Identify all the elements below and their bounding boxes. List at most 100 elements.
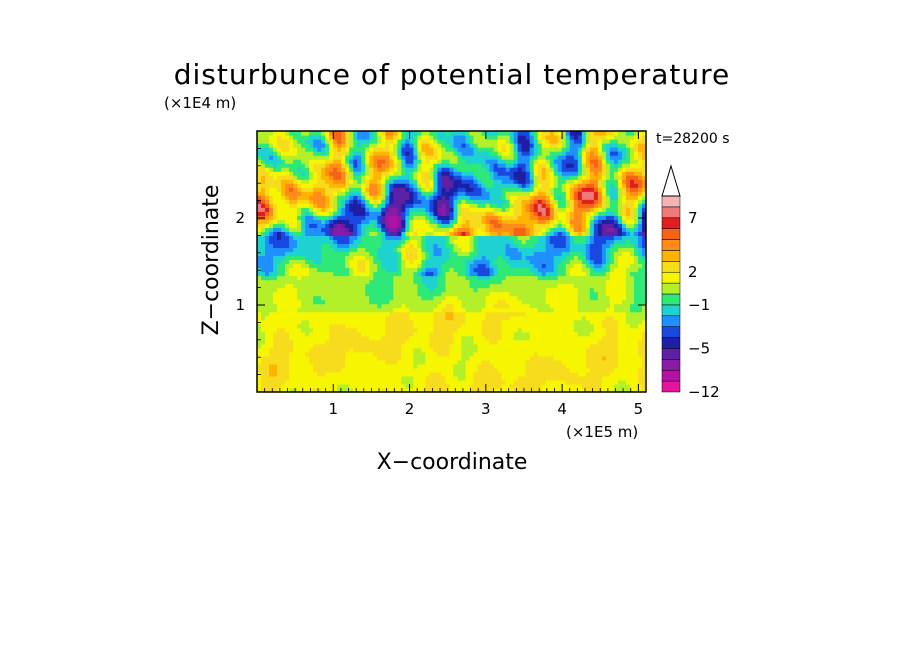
- contour-cell: [549, 207, 555, 212]
- contour-cell: [373, 235, 378, 241]
- contour-cell: [433, 231, 439, 236]
- contour-cell: [317, 299, 322, 305]
- contour-cell: [357, 179, 362, 184]
- contour-cell: [501, 355, 507, 361]
- contour-cell: [553, 147, 559, 152]
- contour-cell: [445, 307, 451, 313]
- contour-cell: [329, 351, 334, 357]
- contour-cell: [437, 231, 443, 236]
- contour-cell: [261, 251, 266, 257]
- contour-cell: [313, 255, 318, 261]
- contour-cell: [333, 223, 338, 228]
- contour-cell: [349, 339, 354, 345]
- contour-cell: [277, 191, 282, 196]
- contour-cell: [289, 171, 294, 176]
- contour-cell: [329, 327, 334, 333]
- contour-cell: [477, 347, 483, 353]
- contour-cell: [325, 367, 330, 373]
- contour-cell: [417, 363, 423, 369]
- contour-cell: [481, 311, 487, 317]
- contour-cell: [297, 347, 302, 353]
- contour-cell: [381, 147, 386, 152]
- contour-cell: [545, 263, 551, 269]
- contour-cell: [313, 191, 318, 196]
- contour-cell: [437, 295, 443, 301]
- contour-cell: [521, 147, 527, 152]
- contour-cell: [373, 375, 378, 381]
- contour-cell: [389, 175, 394, 180]
- contour-cell: [469, 247, 475, 253]
- contour-cell: [485, 215, 491, 220]
- contour-cell: [537, 347, 543, 353]
- contour-cell: [449, 363, 455, 369]
- contour-cell: [281, 143, 286, 148]
- contour-cell: [473, 335, 479, 341]
- contour-cell: [257, 147, 262, 152]
- contour-cell: [289, 355, 294, 361]
- contour-cell: [289, 255, 294, 261]
- contour-cell: [281, 387, 286, 392]
- contour-cell: [553, 379, 559, 385]
- contour-cell: [461, 387, 467, 392]
- contour-cell: [269, 303, 274, 309]
- contour-cell: [537, 271, 543, 277]
- contour-cell: [437, 203, 443, 208]
- contour-cell: [525, 343, 531, 349]
- contour-cell: [441, 187, 447, 192]
- contour-cell: [557, 279, 563, 285]
- contour-cell: [553, 383, 559, 389]
- contour-cell: [257, 323, 262, 329]
- contour-cell: [273, 179, 278, 184]
- contour-cell: [405, 371, 410, 377]
- contour-cell: [405, 315, 410, 321]
- contour-cell: [273, 363, 278, 369]
- contour-cell: [357, 139, 362, 144]
- contour-cell: [529, 327, 535, 333]
- contour-cell: [365, 343, 370, 349]
- contour-cell: [337, 163, 342, 168]
- contour-cell: [261, 287, 266, 293]
- contour-cell: [461, 335, 467, 341]
- contour-cell: [469, 371, 475, 377]
- contour-cell: [457, 327, 463, 333]
- contour-cell: [309, 187, 314, 192]
- contour-cell: [297, 387, 302, 392]
- contour-cell: [401, 315, 406, 321]
- contour-cell: [301, 335, 306, 341]
- contour-cell: [561, 215, 567, 220]
- contour-cell: [365, 151, 370, 156]
- contour-cell: [461, 327, 467, 333]
- contour-cell: [365, 255, 370, 261]
- contour-cell: [333, 351, 338, 357]
- contour-cell: [401, 259, 406, 265]
- contour-cell: [553, 135, 559, 140]
- contour-cell: [557, 175, 563, 180]
- contour-cell: [349, 243, 354, 249]
- contour-cell: [297, 151, 302, 156]
- contour-cell: [497, 383, 503, 389]
- contour-cell: [477, 139, 483, 144]
- contour-cell: [277, 155, 282, 160]
- contour-cell: [345, 295, 350, 301]
- contour-cell: [561, 255, 567, 261]
- contour-cell: [561, 311, 567, 317]
- contour-cell: [461, 315, 467, 321]
- contour-cell: [273, 199, 278, 204]
- contour-cell: [449, 387, 455, 392]
- contour-cell: [445, 195, 451, 200]
- contour-cell: [389, 167, 394, 172]
- contour-cell: [281, 183, 286, 188]
- contour-cell: [405, 131, 410, 136]
- contour-cell: [449, 383, 455, 389]
- contour-cell: [329, 347, 334, 353]
- contour-cell: [393, 347, 398, 353]
- contour-cell: [329, 139, 334, 144]
- contour-cell: [361, 203, 366, 208]
- contour-cell: [277, 135, 282, 140]
- contour-cell: [261, 163, 266, 168]
- contour-cell: [441, 323, 447, 329]
- contour-cell: [557, 227, 563, 232]
- contour-cell: [349, 199, 354, 204]
- contour-cell: [405, 171, 410, 176]
- contour-cell: [317, 199, 322, 204]
